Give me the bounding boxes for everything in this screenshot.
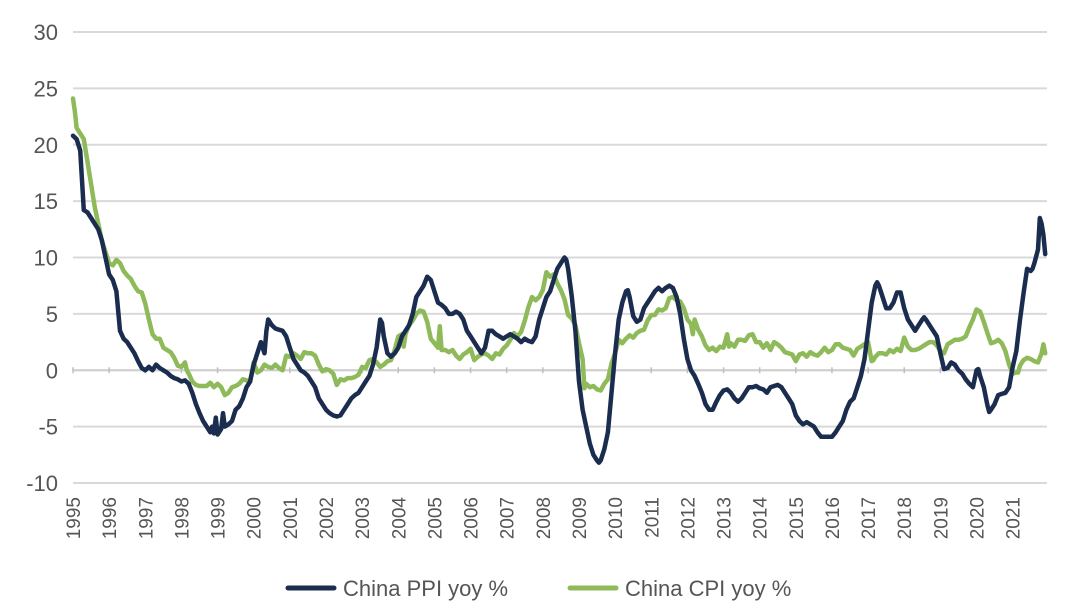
y-tick-label: 5 <box>46 302 58 327</box>
x-tick-label: 2004 <box>389 497 410 540</box>
legend: China PPI yoy % China CPI yoy % <box>285 576 791 601</box>
x-tick-label: 2020 <box>968 497 989 539</box>
x-axis-ticks: 1995 1996 1997 1998 1999 2000 2001 2002 2003 2004… <box>64 497 1025 540</box>
series-lines <box>70 96 1048 465</box>
x-tick-label: 2021 <box>1004 497 1025 539</box>
legend-label-cpi: China CPI yoy % <box>625 576 791 601</box>
legend-label-ppi: China PPI yoy % <box>343 576 508 601</box>
x-tick-label: 1999 <box>209 497 230 539</box>
y-tick-label: 20 <box>34 133 58 158</box>
x-tick-label: 2009 <box>570 497 591 539</box>
x-tick-label: 2017 <box>859 497 880 539</box>
y-tick-label: -5 <box>38 415 58 440</box>
x-tick-label: 2005 <box>425 497 446 539</box>
x-tick-label: 2019 <box>931 497 952 539</box>
gridlines <box>72 31 1047 484</box>
x-tick-label: 1995 <box>64 497 85 539</box>
x-tick-label: 1998 <box>172 497 193 539</box>
y-axis-ticks: 30 25 20 15 10 5 0 -5 -10 <box>26 20 58 496</box>
x-tick-label: 2018 <box>895 497 916 539</box>
x-tick-label: 1996 <box>100 497 121 539</box>
x-tick-label: 2011 <box>642 497 663 538</box>
y-tick-label: 10 <box>34 246 58 271</box>
x-tick-label: 2015 <box>787 497 808 539</box>
x-tick-label: 2007 <box>498 497 519 539</box>
x-tick-label: 1997 <box>136 497 157 539</box>
series-line-ppi <box>70 133 1048 465</box>
x-tick-label: 2012 <box>678 497 699 539</box>
y-tick-label: 0 <box>46 358 58 383</box>
y-tick-label: 30 <box>34 20 58 45</box>
x-tick-label: 2002 <box>317 497 338 539</box>
x-tick-label: 2016 <box>823 497 844 539</box>
x-tick-label: 2006 <box>462 497 483 539</box>
x-tick-label: 2013 <box>715 497 736 539</box>
series-line-cpi <box>70 96 1048 398</box>
x-tick-label: 2001 <box>281 497 302 539</box>
y-tick-label: 15 <box>34 189 58 214</box>
x-tick-label: 2003 <box>353 497 374 539</box>
x-tick-label: 2000 <box>245 497 266 539</box>
x-tick-label: 2010 <box>606 497 627 539</box>
y-tick-label: 25 <box>34 76 58 101</box>
y-tick-label: -10 <box>26 471 58 496</box>
x-tick-label: 2008 <box>534 497 555 539</box>
x-tick-label: 2014 <box>751 497 772 540</box>
